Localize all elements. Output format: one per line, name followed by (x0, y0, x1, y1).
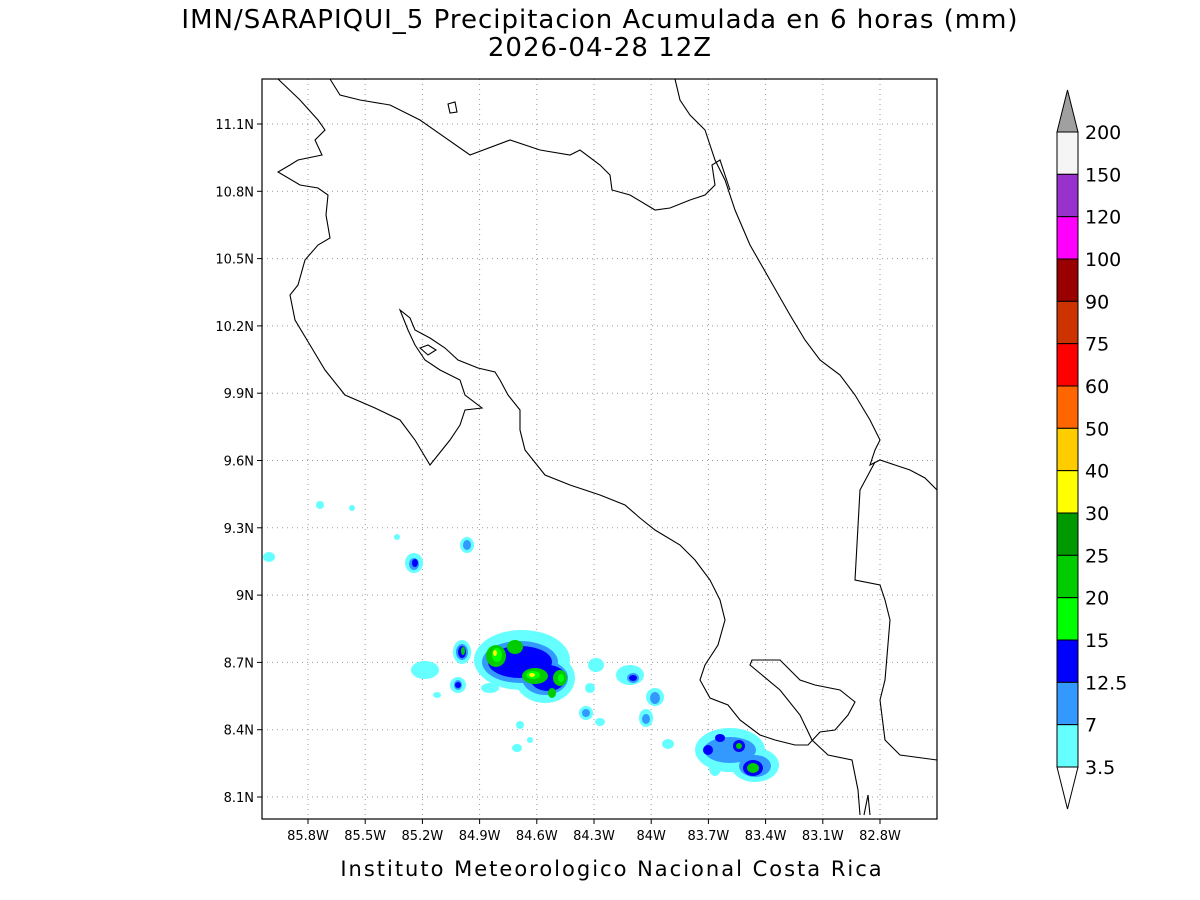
colorbar-label: 60 (1085, 376, 1109, 398)
lat-label: 9.6N (224, 455, 254, 470)
colorbar-box (1056, 173, 1079, 218)
map-frame (261, 78, 938, 820)
lon-label: 84.3W (573, 829, 615, 844)
colorbar-label: 75 (1085, 334, 1109, 356)
lon-label: 85.5W (344, 829, 386, 844)
colorbar-label: 150 (1085, 164, 1121, 186)
lat-label: 8.1N (224, 791, 254, 806)
colorbar-box (1056, 681, 1079, 726)
lon-label: 83.1W (802, 829, 844, 844)
lon-label: 82.8W (859, 829, 901, 844)
colorbar-label: 15 (1085, 630, 1109, 652)
lat-label: 10.5N (215, 253, 254, 268)
lat-label: 9N (236, 589, 254, 604)
lat-label: 9.9N (224, 387, 254, 402)
lon-label: 85.8W (287, 829, 329, 844)
colorbar-label: 20 (1085, 588, 1109, 610)
colorbar-box (1056, 343, 1079, 387)
colorbar-box (1056, 385, 1079, 429)
lat-label: 10.2N (215, 320, 254, 335)
subtitle: 2026-04-28 12Z (488, 33, 712, 63)
lon-label: 83.4W (745, 829, 787, 844)
lon-label: 84.6W (516, 829, 558, 844)
lon-label: 84W (636, 829, 666, 844)
colorbar-box (1056, 512, 1079, 556)
lat-label: 11.1N (215, 118, 254, 133)
lat-label: 8.4N (224, 724, 254, 739)
colorbar-label: 30 (1085, 503, 1109, 525)
lat-label: 9.3N (224, 522, 254, 537)
colorbar-label: 40 (1085, 461, 1109, 483)
colorbar-label: 50 (1085, 418, 1109, 440)
colorbar-box (1056, 597, 1079, 641)
precipitation (263, 501, 779, 782)
colorbar-box (1056, 554, 1079, 599)
colorbar-label: 12.5 (1085, 672, 1127, 694)
colorbar-box (1056, 639, 1079, 683)
colorbar-box (1056, 258, 1079, 302)
colorbar-top (1056, 89, 1079, 133)
colorbar-label: 120 (1085, 207, 1121, 229)
lon-label: 85.2W (401, 829, 443, 844)
footer: Instituto Meteorologico Nacional Costa R… (340, 857, 883, 881)
title: IMN/SARAPIQUI_5 Precipitacion Acumulada … (181, 5, 1018, 35)
colorbar-label: 200 (1085, 122, 1121, 144)
colorbar-label: 25 (1085, 545, 1109, 567)
colorbar-bottom (1056, 766, 1079, 810)
lon-label: 84.9W (459, 829, 501, 844)
colorbar-label: 7 (1085, 715, 1097, 737)
lat-label: 10.8N (215, 185, 254, 200)
colorbar-box (1056, 724, 1079, 768)
lon-label: 83.7W (687, 829, 729, 844)
colorbar-box (1056, 131, 1079, 175)
colorbar-box (1056, 470, 1079, 514)
lat-label: 8.7N (224, 656, 254, 671)
colorbar-label: 90 (1085, 291, 1109, 313)
colorbar-box (1056, 300, 1079, 345)
colorbar-box (1056, 216, 1079, 260)
colorbar-box (1056, 427, 1079, 472)
coastline (276, 78, 938, 816)
colorbar-label: 3.5 (1085, 757, 1115, 779)
colorbar-label: 100 (1085, 249, 1121, 271)
